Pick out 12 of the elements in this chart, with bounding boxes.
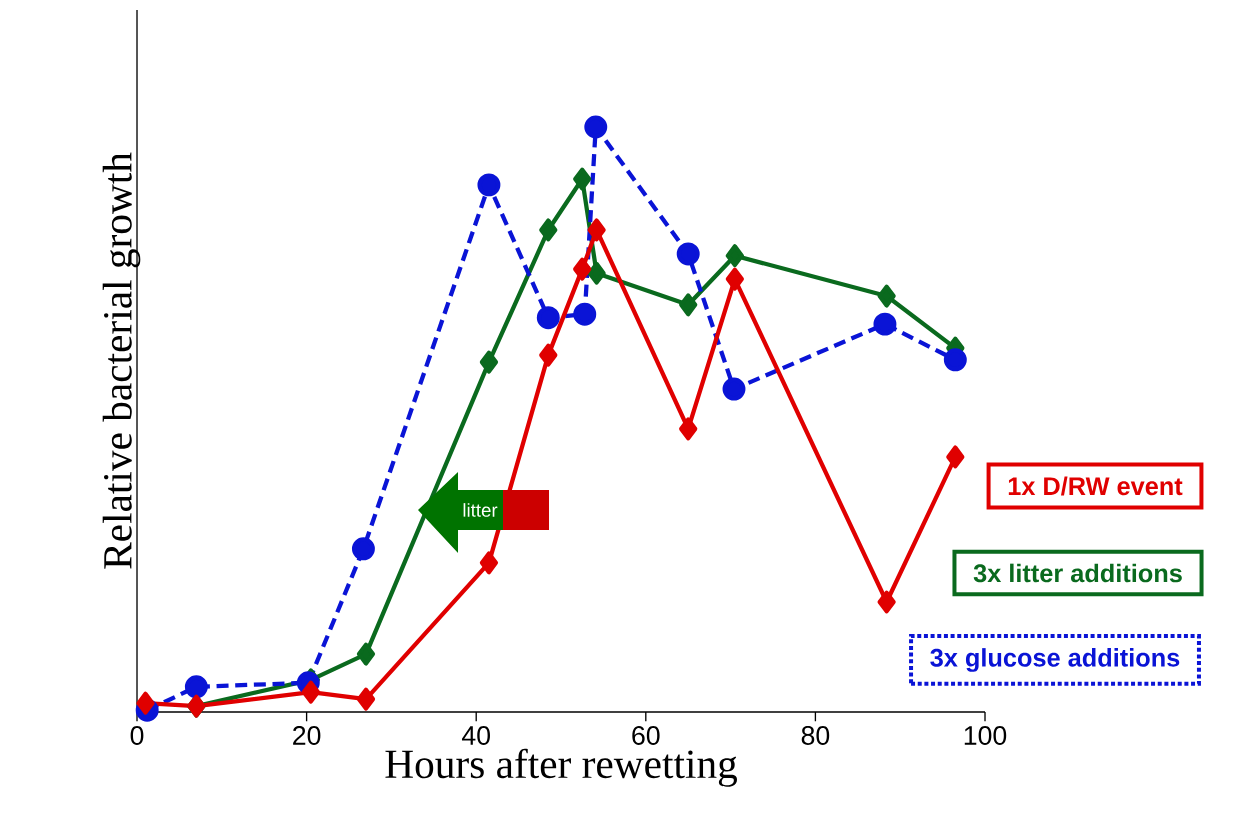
annotation: litter [463, 503, 498, 517]
x-tick-label: 20 [293, 726, 321, 745]
x-tick-label: 60 [632, 726, 660, 745]
x-tick-label: 80 [801, 726, 830, 745]
series-label: 1x D/RW event [1008, 476, 1183, 496]
x-axis-title: Hours after rewetting [385, 748, 737, 787]
x-tick-label: 0 [130, 726, 144, 745]
text: 3x litter additions [973, 563, 1182, 583]
x-tick-label: 40 [461, 726, 490, 745]
text: 3x glucose additions [930, 648, 1180, 672]
y-axis-title: Relative bacterial growth [102, 152, 141, 569]
x-tick-label: 100 [964, 726, 1007, 745]
